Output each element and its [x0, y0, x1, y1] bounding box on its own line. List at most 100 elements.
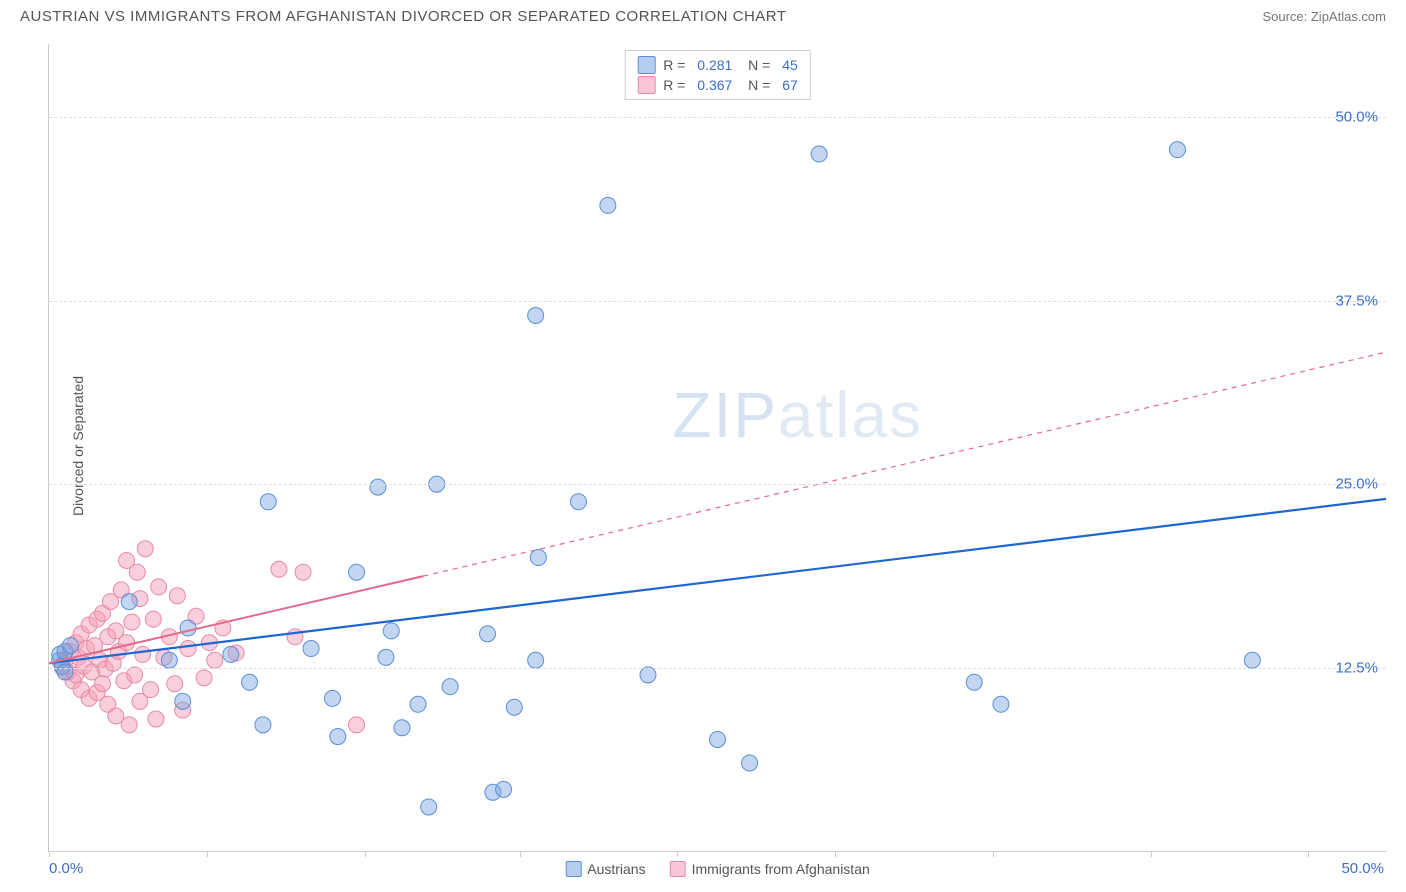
data-point-immigrants	[196, 670, 212, 686]
data-point-austrians	[710, 731, 726, 747]
data-point-austrians	[260, 494, 276, 510]
legend-label-immigrants: Immigrants from Afghanistan	[692, 861, 870, 877]
x-axis-max-label: 50.0%	[1341, 860, 1384, 877]
chart-plot-area: ZIPatlas R = 0.281 N = 45 R = 0.367 N = …	[48, 44, 1386, 852]
data-point-austrians	[528, 652, 544, 668]
data-point-austrians	[570, 494, 586, 510]
data-point-austrians	[121, 594, 137, 610]
data-point-austrians	[742, 755, 758, 771]
x-tick	[1308, 851, 1309, 857]
legend-r-label: R =	[663, 77, 689, 93]
gridline-h	[49, 301, 1386, 302]
source-link[interactable]: ZipAtlas.com	[1311, 9, 1386, 24]
data-point-austrians	[242, 674, 258, 690]
correlation-legend: R = 0.281 N = 45 R = 0.367 N = 67	[624, 50, 811, 100]
data-point-immigrants	[124, 614, 140, 630]
y-tick-label: 50.0%	[1335, 109, 1378, 126]
data-point-immigrants	[207, 652, 223, 668]
legend-r-value-austrians: 0.281	[697, 57, 732, 73]
data-point-austrians	[640, 667, 656, 683]
x-tick	[1151, 851, 1152, 857]
legend-n-label: N =	[740, 77, 774, 93]
data-point-immigrants	[121, 717, 137, 733]
data-point-austrians	[966, 674, 982, 690]
data-point-immigrants	[143, 682, 159, 698]
data-point-austrians	[600, 197, 616, 213]
x-tick	[207, 851, 208, 857]
data-point-immigrants	[167, 676, 183, 692]
data-point-austrians	[1169, 142, 1185, 158]
source-attribution: Source: ZipAtlas.com	[1262, 9, 1386, 24]
x-axis-min-label: 0.0%	[49, 860, 83, 877]
data-point-austrians	[378, 649, 394, 665]
data-point-immigrants	[94, 676, 110, 692]
data-point-austrians	[223, 646, 239, 662]
data-point-immigrants	[135, 646, 151, 662]
legend-swatch-pink	[670, 861, 686, 877]
data-point-immigrants	[127, 667, 143, 683]
data-point-austrians	[370, 479, 386, 495]
data-point-austrians	[442, 679, 458, 695]
x-tick	[365, 851, 366, 857]
data-point-immigrants	[271, 561, 287, 577]
data-point-austrians	[530, 550, 546, 566]
data-point-austrians	[180, 620, 196, 636]
legend-item-austrians: Austrians	[565, 861, 645, 877]
data-point-austrians	[324, 690, 340, 706]
legend-row-austrians: R = 0.281 N = 45	[637, 55, 798, 75]
data-point-immigrants	[119, 635, 135, 651]
data-point-austrians	[255, 717, 271, 733]
data-point-immigrants	[295, 564, 311, 580]
data-point-austrians	[421, 799, 437, 815]
data-point-immigrants	[137, 541, 153, 557]
trend-line-austrians	[49, 499, 1386, 663]
legend-item-immigrants: Immigrants from Afghanistan	[670, 861, 870, 877]
data-point-immigrants	[145, 611, 161, 627]
legend-label-austrians: Austrians	[587, 861, 645, 877]
gridline-h	[49, 117, 1386, 118]
data-point-austrians	[383, 623, 399, 639]
data-point-austrians	[394, 720, 410, 736]
data-point-austrians	[57, 664, 73, 680]
y-tick-label: 37.5%	[1335, 292, 1378, 309]
gridline-h	[49, 668, 1386, 669]
data-point-austrians	[349, 564, 365, 580]
data-point-austrians	[528, 307, 544, 323]
legend-n-value-austrians: 45	[782, 57, 798, 73]
x-tick	[520, 851, 521, 857]
legend-n-value-immigrants: 67	[782, 77, 798, 93]
source-prefix: Source:	[1262, 9, 1310, 24]
data-point-immigrants	[169, 588, 185, 604]
x-tick	[677, 851, 678, 857]
legend-swatch-blue	[565, 861, 581, 877]
data-point-austrians	[993, 696, 1009, 712]
legend-r-value-immigrants: 0.367	[697, 77, 732, 93]
data-point-immigrants	[129, 564, 145, 580]
x-tick	[835, 851, 836, 857]
scatter-plot-svg	[49, 44, 1386, 851]
data-point-austrians	[62, 638, 78, 654]
x-tick	[49, 851, 50, 857]
y-tick-label: 25.0%	[1335, 476, 1378, 493]
trend-line-immigrants-dashed	[423, 352, 1386, 576]
data-point-austrians	[161, 652, 177, 668]
data-point-austrians	[480, 626, 496, 642]
legend-row-immigrants: R = 0.367 N = 67	[637, 75, 798, 95]
data-point-austrians	[330, 729, 346, 745]
data-point-austrians	[1244, 652, 1260, 668]
legend-n-label: N =	[740, 57, 774, 73]
data-point-immigrants	[180, 641, 196, 657]
data-point-austrians	[811, 146, 827, 162]
y-tick-label: 12.5%	[1335, 659, 1378, 676]
legend-swatch-pink	[637, 76, 655, 94]
chart-title: AUSTRIAN VS IMMIGRANTS FROM AFGHANISTAN …	[20, 8, 787, 25]
data-point-austrians	[496, 781, 512, 797]
data-point-austrians	[410, 696, 426, 712]
data-point-austrians	[506, 699, 522, 715]
legend-swatch-blue	[637, 56, 655, 74]
data-point-immigrants	[148, 711, 164, 727]
data-point-austrians	[175, 693, 191, 709]
data-point-immigrants	[151, 579, 167, 595]
gridline-h	[49, 484, 1386, 485]
legend-r-label: R =	[663, 57, 689, 73]
